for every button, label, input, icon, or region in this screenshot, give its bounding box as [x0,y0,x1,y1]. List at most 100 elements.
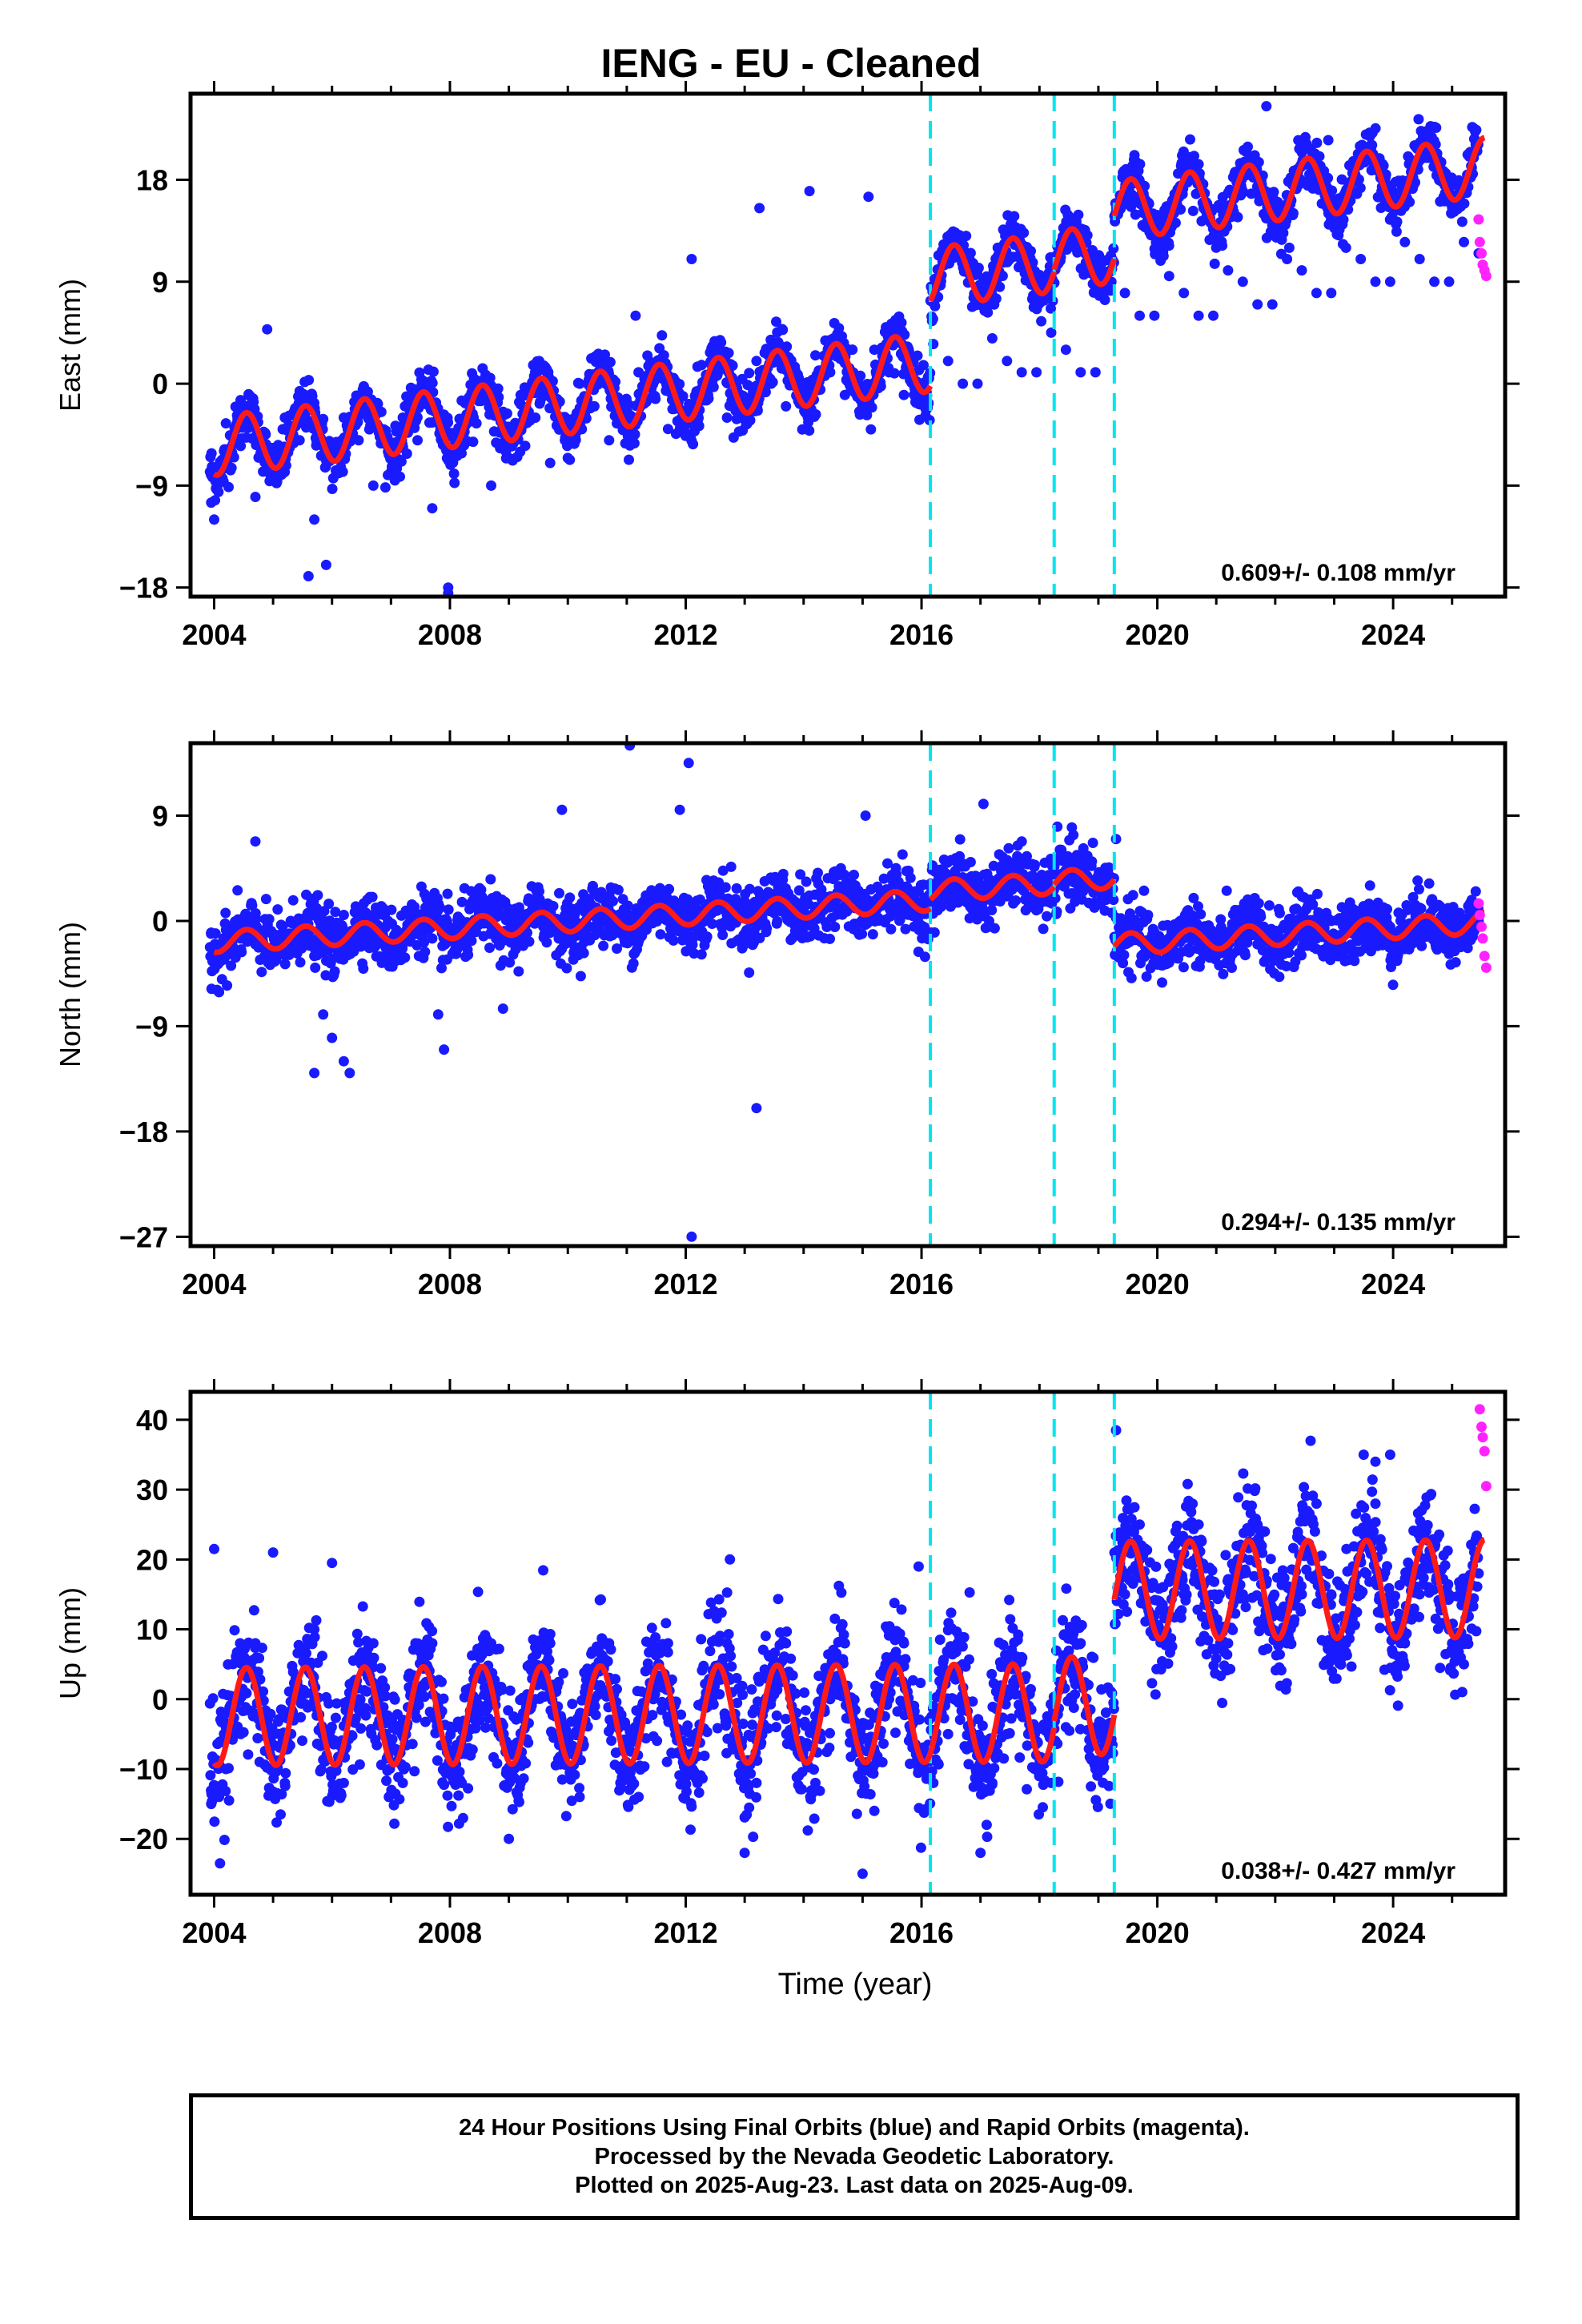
north-position-point [295,957,306,968]
east-position-point [833,323,845,334]
north-position-point [668,935,679,946]
east-position-point [1187,205,1199,216]
east-outlier-point [804,186,815,197]
east-position-point [765,378,777,389]
east-position-point [337,466,348,477]
north-position-point [541,937,552,948]
north-position-point [821,922,833,932]
east-position-point [443,417,454,428]
north-position-point [504,957,516,968]
east-position-point [847,344,858,356]
east-position-point [448,468,460,479]
east-position-point [825,367,836,378]
east-position-point [744,368,755,379]
east-position-point [500,446,512,457]
east-position-point [396,456,407,467]
north-position-point [720,882,731,893]
north-position-point [1141,971,1152,982]
east-position-point [1158,251,1169,262]
east-position-point [727,360,738,371]
north-position-point [1030,859,1040,870]
north-position-point [247,900,258,911]
north-position-point [598,940,609,951]
north-position-point [655,929,666,940]
east-position-point [501,408,512,419]
north-position-point [897,849,908,860]
east-x-tick-label: 2004 [182,618,246,651]
east-position-point [771,316,781,328]
north-data-layer [204,743,1492,1246]
north-position-point [793,885,805,896]
east-position-point [677,391,689,402]
east-position-point [1185,134,1195,145]
north-position-point [1188,892,1199,903]
east-position-point [721,412,733,423]
north-position-point [1239,950,1251,961]
north-position-point [222,980,233,991]
east-position-point [810,409,821,420]
east-position-point [1217,240,1228,251]
east-position-point [1075,367,1086,378]
east-position-point [1149,310,1160,321]
east-position-point [1178,287,1190,299]
north-position-point [777,868,789,879]
north-position-point [885,923,897,935]
north-position-point [1195,955,1206,967]
north-position-point [717,865,729,876]
north-position-point [330,907,341,918]
east-position-point [648,389,659,400]
north-position-point [687,939,698,951]
north-position-point [1242,937,1253,948]
north-position-point [409,902,420,912]
east-position-point [397,412,408,423]
north-position-point [986,905,998,915]
north-position-point [725,861,737,872]
north-position-point [989,923,1000,934]
north-position-point [436,963,447,974]
north-position-point [564,892,576,903]
north-position-point [795,869,806,880]
east-position-point [961,231,972,242]
east-position-point [1009,211,1020,222]
east-position-point [751,356,762,367]
east-position-point [1026,246,1036,256]
east-position-point [1278,227,1289,239]
east-position-point [745,415,756,426]
north-position-point [484,943,495,953]
east-position-point [899,329,910,340]
north-position-point [1255,911,1267,923]
east-position-point [865,424,877,435]
east-position-point [471,418,482,429]
east-position-point [973,263,984,273]
east-position-point [1082,230,1093,241]
east-position-point [428,366,439,377]
east-position-point [412,435,423,446]
east-position-point [994,281,1006,292]
north-position-point [1118,958,1129,969]
east-position-point [924,415,935,426]
east-position-point [1253,157,1264,167]
north-position-point [1178,962,1189,973]
east-position-point [228,452,239,463]
east-outlier-point [262,324,273,335]
north-position-point [805,931,816,942]
north-position-point [236,947,247,958]
east-position-point [1384,276,1395,287]
east-position-point [942,356,954,367]
east-position-point [633,367,644,378]
east-position-point [804,425,815,436]
north-position-point [1038,923,1049,935]
north-position-point [664,883,675,895]
east-position-point [1459,198,1470,209]
north-position-point [1227,963,1237,973]
east-position-point [486,480,496,491]
east-position-point [449,477,460,489]
north-position-point [578,947,589,959]
east-position-point [1287,207,1299,219]
east-outlier-point [863,191,874,203]
north-position-point [548,901,559,911]
north-position-point [513,966,524,977]
north-position-point [463,949,474,960]
east-position-point [982,307,994,318]
east-position-point [972,378,983,389]
